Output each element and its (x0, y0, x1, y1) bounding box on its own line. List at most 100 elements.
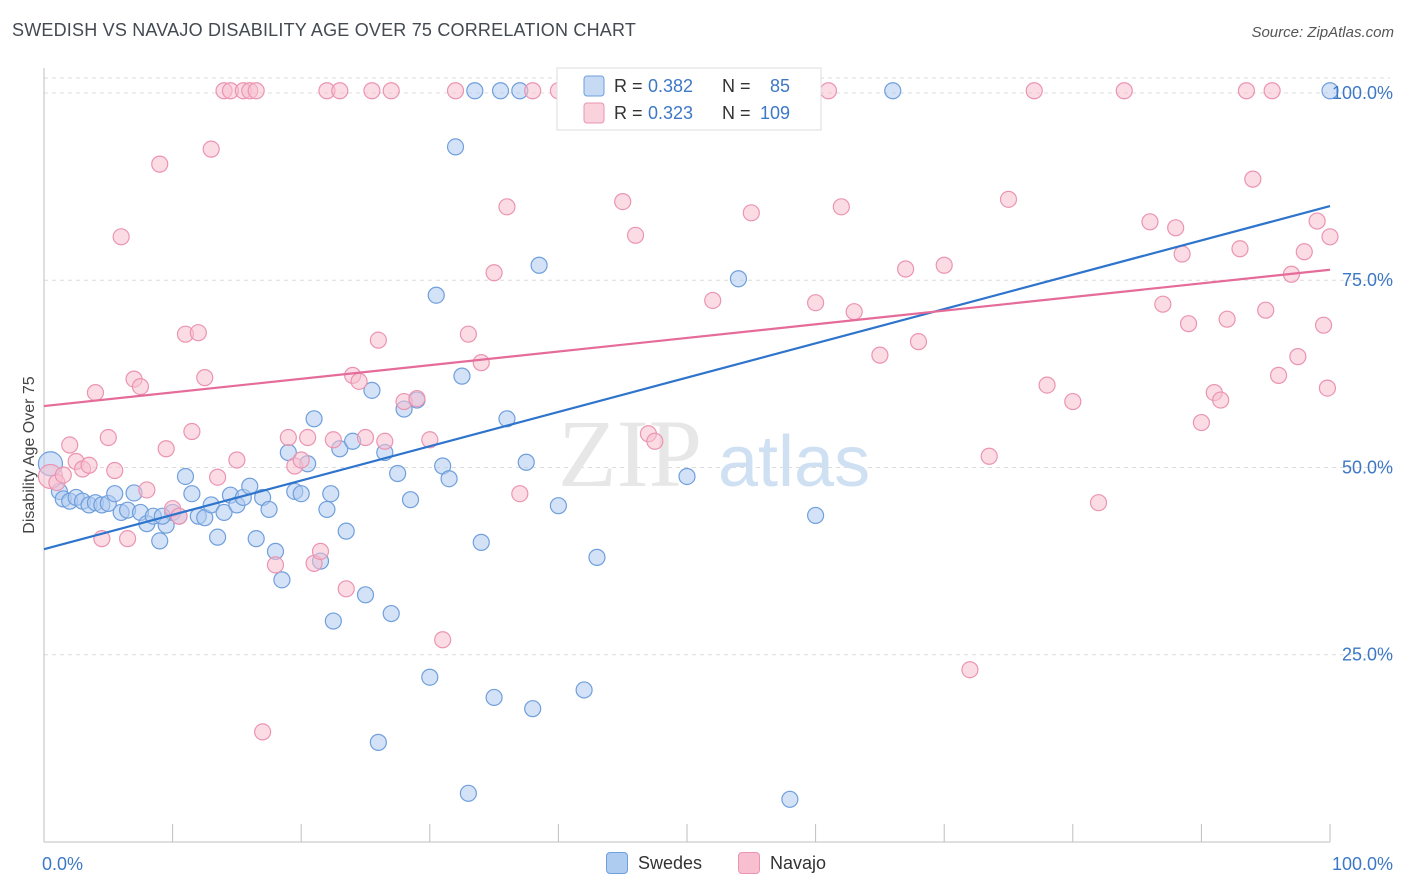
x-tick-label-end: 100.0% (1332, 854, 1393, 874)
swedes-point (884, 82, 902, 100)
navajo-point (209, 468, 227, 486)
navajo-point (202, 140, 220, 158)
navajo-point (1192, 413, 1211, 432)
navajo-point (80, 456, 98, 474)
navajo-point (1179, 315, 1198, 333)
navajo-point (806, 294, 825, 312)
legend-r-value-navajo: 0.323 (648, 103, 693, 123)
navajo-point (266, 556, 285, 574)
navajo-point (408, 389, 426, 408)
navajo-point (61, 436, 79, 454)
swedes-point (215, 503, 233, 522)
navajo-point (421, 431, 439, 449)
navajo-point (106, 461, 124, 480)
swedes-point (363, 381, 381, 399)
navajo-point (247, 82, 265, 100)
navajo-point (279, 428, 297, 447)
navajo-point (376, 432, 394, 450)
navajo-point (704, 291, 722, 310)
bottom-legend-navajo: Navajo (738, 852, 826, 874)
legend-swatch-swedes (583, 75, 605, 97)
navajo-point (157, 440, 175, 458)
navajo-point (1244, 170, 1262, 188)
swedes-point (260, 500, 278, 519)
navajo-point (819, 82, 838, 100)
legend-r-value-swedes: 0.382 (648, 76, 693, 96)
swedes-point (324, 612, 342, 630)
navajo-point (1308, 212, 1326, 230)
navajo-point (980, 447, 998, 465)
swedes-trend-line (43, 205, 1331, 551)
legend-n-label-swedes: N = (722, 76, 751, 96)
swedes-point (318, 500, 336, 519)
navajo-point (1064, 392, 1082, 411)
swedes-point (427, 286, 445, 304)
legend-r-label-navajo: R = (614, 103, 643, 123)
swedes-point (183, 485, 201, 503)
swedes-point (517, 453, 535, 471)
navajo-point (1038, 376, 1056, 394)
navajo-point (446, 82, 465, 100)
watermark: ZIP atlas (558, 400, 870, 507)
navajo-point (331, 82, 349, 100)
navajo-point (138, 481, 156, 499)
navajo-point (292, 451, 310, 469)
swedes-point (575, 681, 593, 699)
swedes-point (440, 470, 458, 488)
swedes-point (322, 485, 340, 503)
navajo-point (299, 428, 317, 447)
y-tick-label: 25.0% (1342, 645, 1393, 665)
watermark-zip: ZIP (558, 400, 702, 507)
legend-r-label-swedes: R = (614, 76, 643, 96)
navajo-point (183, 422, 201, 441)
navajo-point (1289, 348, 1307, 366)
swedes-point (305, 410, 323, 428)
navajo-point (189, 324, 207, 342)
navajo-point (131, 377, 150, 396)
navajo-point (324, 431, 342, 449)
swedes-point (806, 506, 825, 525)
legend-swatch-navajo (583, 102, 605, 124)
navajo-point (382, 82, 400, 100)
swedes-point (588, 548, 606, 566)
swedes-point (337, 522, 355, 540)
navajo-point (871, 346, 889, 364)
navajo-point (961, 661, 979, 679)
chart-title: SWEDISH VS NAVAJO DISABILITY AGE OVER 75… (12, 20, 637, 40)
bottom-legend-label-navajo: Navajo (770, 852, 827, 873)
y-tick-label: 75.0% (1342, 270, 1393, 290)
swedes-point (106, 485, 124, 503)
tick-labels: 25.0% 50.0% 75.0% 100.0% 0.0% 100.0% (42, 83, 1393, 874)
navajo-point (1218, 310, 1236, 328)
y-axis-label: Disability Age Over 75 (21, 376, 38, 534)
swedes-point (485, 688, 503, 707)
navajo-point (196, 369, 214, 387)
navajo-point (1269, 366, 1288, 384)
swedes-point (524, 700, 542, 718)
swedes-point (453, 367, 471, 385)
navajo-point (337, 580, 355, 598)
navajo-point (356, 428, 375, 447)
watermark-atlas: atlas (718, 422, 870, 502)
swedes-point (209, 528, 227, 546)
navajo-point (1318, 379, 1337, 397)
swedes-point (1321, 82, 1339, 100)
navajo-point (118, 530, 137, 548)
swedes-point (273, 571, 291, 589)
navajo-point (832, 198, 850, 216)
y-tick-label: 100.0% (1332, 83, 1393, 103)
swedes-point (421, 668, 439, 686)
navajo-point (1115, 82, 1133, 100)
legend-n-value-swedes: 85 (770, 76, 790, 96)
navajo-point (1231, 240, 1249, 258)
navajo-point (112, 228, 130, 246)
swedes-point (729, 270, 748, 288)
source-credit: Source: ZipAtlas.com (1251, 24, 1394, 41)
bottom-legend-label-swedes: Swedes (638, 852, 703, 873)
navajo-point (228, 451, 246, 469)
navajo-point (897, 260, 915, 278)
swedes-point (401, 491, 420, 509)
navajo-point (614, 192, 632, 211)
navajo-point (1212, 391, 1230, 409)
